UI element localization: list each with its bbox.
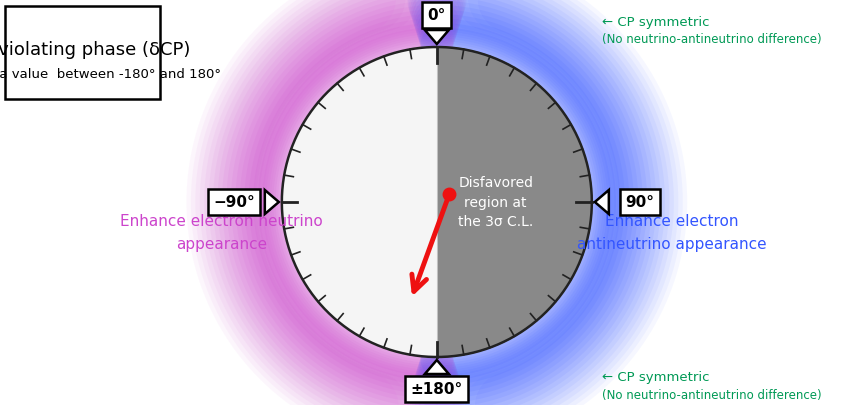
Text: ← CP symmetric: ← CP symmetric bbox=[602, 371, 709, 384]
Text: (No neutrino-antineutrino difference): (No neutrino-antineutrino difference) bbox=[602, 388, 822, 401]
Polygon shape bbox=[595, 190, 609, 215]
Text: −90°: −90° bbox=[213, 195, 254, 210]
Text: can take a value  between -180° and 180°: can take a value between -180° and 180° bbox=[0, 68, 221, 81]
Polygon shape bbox=[425, 360, 449, 374]
Text: (No neutrino-antineutrino difference): (No neutrino-antineutrino difference) bbox=[602, 34, 822, 47]
Text: Disfavored
region at
the 3σ C.L.: Disfavored region at the 3σ C.L. bbox=[458, 176, 534, 229]
Text: CP violating phase (δ₁₀): CP violating phase (δ₁₀) bbox=[16, 16, 228, 34]
Polygon shape bbox=[437, 48, 592, 357]
Text: Enhance electron
antineutrino appearance: Enhance electron antineutrino appearance bbox=[577, 214, 766, 251]
Polygon shape bbox=[265, 190, 279, 215]
Text: 90°: 90° bbox=[625, 195, 654, 210]
Text: 0°: 0° bbox=[427, 9, 446, 23]
Polygon shape bbox=[282, 48, 437, 357]
FancyBboxPatch shape bbox=[5, 7, 160, 100]
Text: ← CP symmetric: ← CP symmetric bbox=[602, 17, 709, 30]
Text: Enhance electron neutrino
appearance: Enhance electron neutrino appearance bbox=[120, 214, 324, 251]
Text: ±180°: ±180° bbox=[411, 382, 463, 396]
Polygon shape bbox=[425, 31, 449, 45]
Text: CP violating phase (δCP): CP violating phase (δCP) bbox=[0, 41, 190, 59]
